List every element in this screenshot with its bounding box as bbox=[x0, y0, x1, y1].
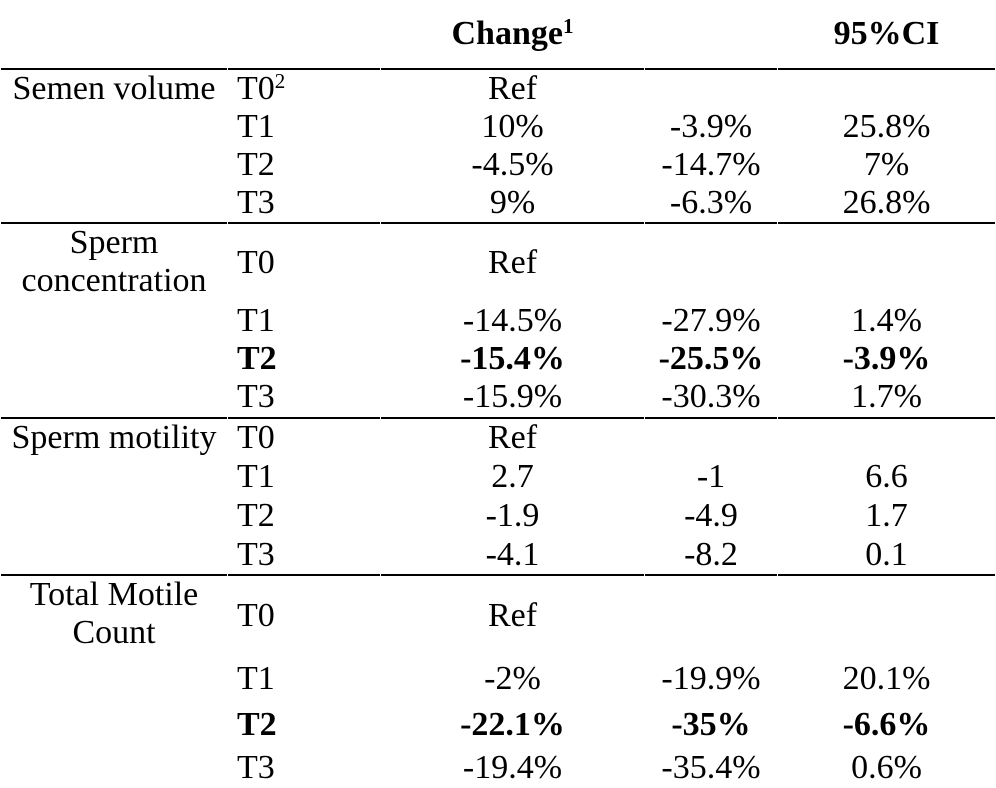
time-cell: T1 bbox=[237, 458, 275, 495]
ci-high-cell: 1.7 bbox=[865, 497, 908, 534]
ci-low-cell bbox=[645, 70, 777, 108]
ci-low-cell: -27.9% bbox=[661, 302, 761, 340]
change-cell: -19.4% bbox=[462, 748, 563, 786]
ci-low-cell: -6.3% bbox=[645, 184, 777, 225]
time-cell: T2 bbox=[237, 146, 275, 184]
ci-low-cell: -35.4% bbox=[661, 748, 761, 786]
change-cell: -15.9% bbox=[381, 378, 644, 419]
parameter-cell-sperm-concentration: Sperm concentration bbox=[1, 224, 227, 419]
table-row: T1 -2% -19.9% 20.1% bbox=[1, 656, 995, 702]
ci-high-cell: 0.1 bbox=[778, 536, 995, 576]
ci-low-cell: -14.7% bbox=[661, 146, 761, 184]
table-row: T2 -1.9 -4.9 1.7 bbox=[1, 497, 995, 536]
ci-low-cell bbox=[645, 419, 777, 458]
table-row: T1 -14.5% -27.9% 1.4% bbox=[1, 302, 995, 340]
header-ci-low-cell bbox=[645, 0, 777, 70]
table-row: Sperm concentration T0 Ref bbox=[1, 224, 995, 419]
ci-high-cell bbox=[778, 70, 995, 108]
header-ci-cell: 95%CI bbox=[778, 0, 995, 70]
table-row: Total Motile Count T0 Ref bbox=[1, 576, 995, 656]
parameter-cell-total-motile-count: Total Motile Count bbox=[29, 575, 199, 651]
paper-table-page: { "colors": { "text": "#000000", "backgr… bbox=[1, 14, 995, 786]
parameter-cell-semen-volume: Semen volume bbox=[1, 70, 227, 225]
change-cell: Ref bbox=[487, 596, 538, 634]
header-change-cell: Change1 bbox=[381, 0, 644, 70]
header-time-cell bbox=[228, 0, 380, 70]
change-cell: 2.7 bbox=[491, 458, 534, 495]
time-cell: T0 bbox=[237, 419, 275, 456]
time-cell: T2 bbox=[237, 497, 275, 534]
change-cell: -2% bbox=[484, 659, 541, 697]
ci-low-cell bbox=[645, 224, 777, 302]
ci-low-cell: -8.2 bbox=[645, 536, 777, 576]
change-cell: Ref bbox=[487, 70, 538, 107]
change-cell: 10% bbox=[481, 108, 544, 146]
change-cell: -4.1 bbox=[381, 536, 644, 576]
header-parameter-cell bbox=[1, 0, 227, 70]
time-cell: T0 bbox=[237, 244, 275, 282]
ci-high-cell: -3.9% bbox=[842, 340, 931, 378]
table-row-significant: T2 -15.4% -25.5% -3.9% bbox=[1, 340, 995, 378]
ci-high-cell: 7% bbox=[863, 146, 910, 184]
time-cell: T1 bbox=[237, 659, 275, 697]
ci-high-cell: 25.8% bbox=[842, 108, 931, 146]
ci-low-cell bbox=[645, 576, 777, 656]
time-cell: T3 bbox=[228, 378, 380, 419]
ci-high-cell: 20.1% bbox=[842, 659, 931, 697]
parameter-cell-sperm-motility: Sperm motility bbox=[1, 419, 227, 576]
header-change-label: Change bbox=[451, 14, 563, 52]
table-row: Sperm motility T0 Ref bbox=[1, 419, 995, 576]
ci-high-cell bbox=[778, 224, 995, 302]
time-footnote-superscript: 2 bbox=[274, 70, 286, 94]
table-row: T1 10% -3.9% 25.8% bbox=[1, 108, 995, 146]
ci-high-cell: 0.6% bbox=[851, 748, 922, 786]
time-cell: T02 bbox=[228, 70, 380, 108]
change-cell: Ref bbox=[487, 244, 538, 282]
ci-high-cell: 6.6 bbox=[865, 458, 908, 495]
table-row: Semen volume T02 Ref bbox=[1, 70, 995, 225]
time-label: T0 bbox=[237, 70, 275, 107]
header-ci-label: 95%CI bbox=[833, 14, 940, 52]
ci-high-cell bbox=[778, 576, 995, 656]
table-row: T3 9% -6.3% 26.8% bbox=[1, 184, 995, 225]
table-row: T2 -4.5% -14.7% 7% bbox=[1, 146, 995, 184]
time-cell: T3 bbox=[228, 536, 380, 576]
ci-low-cell: -30.3% bbox=[645, 378, 777, 419]
ci-high-cell bbox=[778, 419, 995, 458]
ci-low-cell: -19.9% bbox=[661, 659, 761, 697]
change-cell: -14.5% bbox=[462, 302, 563, 340]
ci-high-cell: -6.6% bbox=[842, 705, 931, 743]
ci-low-cell: -35% bbox=[671, 705, 751, 743]
ci-high-cell: 1.7% bbox=[778, 378, 995, 419]
change-cell: -22.1% bbox=[460, 705, 565, 743]
table-row: T3 -4.1 -8.2 0.1 bbox=[1, 536, 995, 576]
change-cell: -1.9 bbox=[485, 497, 540, 534]
ci-low-cell: -1 bbox=[696, 458, 726, 495]
time-cell: T3 bbox=[237, 748, 275, 786]
ci-low-cell: -25.5% bbox=[658, 340, 764, 378]
time-cell: T1 bbox=[237, 108, 275, 146]
table-row: T1 2.7 -1 6.6 bbox=[1, 458, 995, 497]
change-cell: -4.5% bbox=[471, 146, 554, 184]
ci-high-cell: 1.4% bbox=[851, 302, 922, 340]
time-cell: T2 bbox=[237, 340, 277, 378]
ci-high-cell: 26.8% bbox=[778, 184, 995, 225]
table-row-significant: T2 -22.1% -35% -6.6% bbox=[1, 702, 995, 748]
table-header-row: Change1 95%CI bbox=[1, 0, 995, 70]
table-row: T3 -15.9% -30.3% 1.7% bbox=[1, 378, 995, 419]
time-cell: T2 bbox=[237, 705, 277, 743]
change-cell: 9% bbox=[381, 184, 644, 225]
change-cell: Ref bbox=[487, 419, 538, 456]
time-cell: T0 bbox=[237, 596, 275, 634]
change-footnote-superscript: 1 bbox=[562, 14, 574, 39]
ci-low-cell: -3.9% bbox=[669, 108, 753, 146]
time-cell: T1 bbox=[237, 302, 275, 340]
time-cell: T3 bbox=[228, 184, 380, 225]
ci-low-cell: -4.9 bbox=[684, 497, 738, 534]
change-cell: -15.4% bbox=[460, 340, 565, 378]
